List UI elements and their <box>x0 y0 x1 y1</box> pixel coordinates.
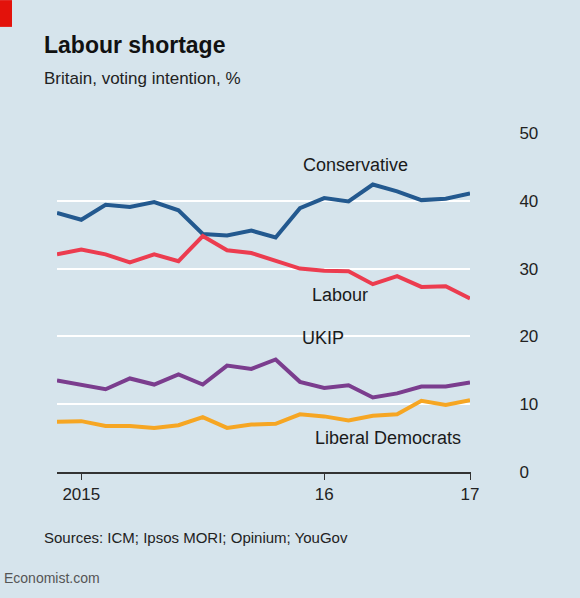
svg-text:17: 17 <box>461 485 480 504</box>
svg-text:Labour shortage: Labour shortage <box>44 32 225 58</box>
svg-text:20: 20 <box>519 327 538 346</box>
svg-text:40: 40 <box>519 192 538 211</box>
svg-text:16: 16 <box>315 485 334 504</box>
svg-text:UKIP: UKIP <box>302 328 344 348</box>
svg-text:0: 0 <box>519 463 528 482</box>
svg-text:Sources: ICM; Ipsos MORI; Opin: Sources: ICM; Ipsos MORI; Opinium; YouGo… <box>44 529 348 546</box>
svg-text:50: 50 <box>519 124 538 143</box>
svg-text:Economist.com: Economist.com <box>4 570 100 586</box>
svg-text:10: 10 <box>519 395 538 414</box>
svg-text:2015: 2015 <box>62 485 100 504</box>
svg-text:Britain, voting intention, %: Britain, voting intention, % <box>44 69 241 88</box>
svg-text:Conservative: Conservative <box>303 155 408 175</box>
svg-text:Labour: Labour <box>312 285 368 305</box>
svg-text:30: 30 <box>519 260 538 279</box>
svg-text:Liberal Democrats: Liberal Democrats <box>315 428 461 448</box>
